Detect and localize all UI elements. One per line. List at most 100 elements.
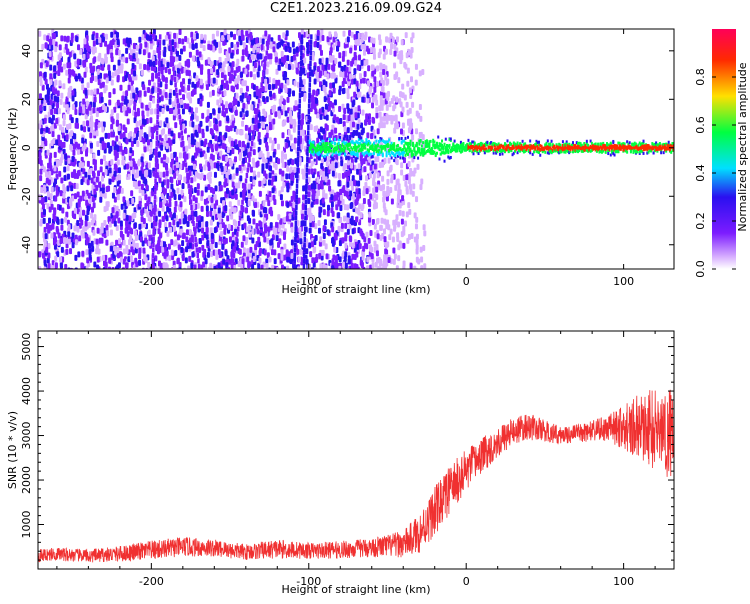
spectrogram-cell [200,216,204,223]
spectrogram-cell [378,105,382,112]
spectrogram-cell [93,261,97,268]
spectrogram-cell [89,77,93,84]
spectrogram-cell [246,142,250,149]
spectrogram-cell [61,207,65,214]
spectrogram-cell [85,108,89,115]
spectrogram-cell [310,168,314,175]
spectrogram-streak [232,253,236,258]
spectrogram-cell [86,82,90,89]
spectrogram-cell [363,70,367,77]
spectrogram-cell [266,237,270,244]
spectrogram-cell [372,180,376,187]
spectrogram-cell [227,223,231,230]
spectrogram-cell [331,240,335,247]
spectrogram-cell [124,227,128,234]
spectrogram-cell [199,79,203,86]
spectrogram-streak [293,258,296,264]
spectrogram-cell [191,43,195,50]
spectrogram-cell [168,98,172,105]
spectrogram-cell [74,108,78,115]
spectrogram-cell [217,262,221,269]
spectrogram-cell [110,116,114,123]
spectrogram-cell [378,39,382,46]
spectrogram-cell [308,227,312,234]
spectrogram-cell [230,85,234,92]
spectrogram-cell [180,98,184,105]
spectrogram-streak [305,173,309,178]
spectrogram-cell [96,256,100,263]
spectrogram-cell [283,216,287,223]
spectrogram-cell [166,179,170,186]
spectrogram-cell [342,185,346,192]
spectrogram-cell [367,198,371,205]
spectrogram-cell [152,97,156,104]
spectrogram-cell [96,264,100,269]
spectrogram-cell [331,170,335,177]
spectrogram-cell [50,44,54,51]
spectrogram-cell [280,200,284,207]
spectrogram-cell [116,113,120,120]
spectrogram-cell [384,209,388,216]
spectrogram-cell [286,96,290,103]
spectrogram-cell [292,190,296,197]
spectrogram-streak [308,77,312,82]
spectrogram-cell [382,63,386,70]
spectrogram-cell [245,197,249,204]
spectrogram-streak [230,263,234,269]
spectrogram-streak [249,151,252,157]
spectrogram-cell [168,68,172,75]
spectrogram-cell [175,156,179,163]
spectrogram-cell [354,246,358,253]
spectrogram-cell [222,154,226,161]
spectrogram-cell [393,127,397,134]
spectrogram-cell [167,243,171,250]
spectrogram-cell [239,191,243,198]
spectrogram-cell [346,159,350,166]
spectrogram-cell [56,218,60,225]
spectrogram-cell [211,45,215,52]
spectrogram-cell [132,42,136,49]
spectrogram-streak [296,173,299,178]
spectrogram-cell [217,207,221,214]
spectrogram-cell [178,152,182,159]
spectrogram-cell [100,175,104,182]
spectrogram-cell [176,234,180,241]
spectrogram-cell [282,32,286,39]
spectrogram-cell [235,48,239,55]
spectrogram-cell [360,129,364,136]
spectrogram-cell [197,60,201,67]
spectrogram-cell [55,190,59,197]
spectrogram-cell [216,113,220,120]
spectrogram-cell [187,92,191,99]
spectrogram-cell [152,29,156,36]
spectrogram-cell [190,31,194,38]
spectrogram-cell [76,58,80,65]
spectrogram-cell [331,102,335,109]
spectrogram-streak [183,151,186,157]
spectrogram-cell [184,208,188,215]
spectrogram-cell [220,165,224,172]
spectrogram-cell [302,194,306,201]
spectrogram-streak [307,114,310,120]
spectrogram-cell [185,229,189,236]
spectrogram-cell [375,80,379,87]
spectrogram-cell [115,135,119,142]
spectrogram-cell [242,41,246,48]
spectrogram-cell [223,90,227,97]
spectrogram-cell [326,204,330,211]
spectrogram-cell [309,153,313,160]
spectrogram-streak [306,141,310,146]
spectrogram-cell [88,248,92,255]
spectrogram-cell [324,166,328,173]
spectrogram-cell [258,138,262,145]
spectrogram-cell [204,153,208,160]
spectrogram-cell [367,80,371,87]
spectrogram-cell [138,48,142,55]
spectrogram-cell [145,104,149,111]
spectrogram-cell [337,225,341,232]
spectrogram-streak [306,146,309,152]
spectrogram-cell [298,226,302,233]
spectrogram-cell [174,200,178,207]
spectrogram-cell [115,224,119,231]
spectrogram-streak [296,157,300,162]
